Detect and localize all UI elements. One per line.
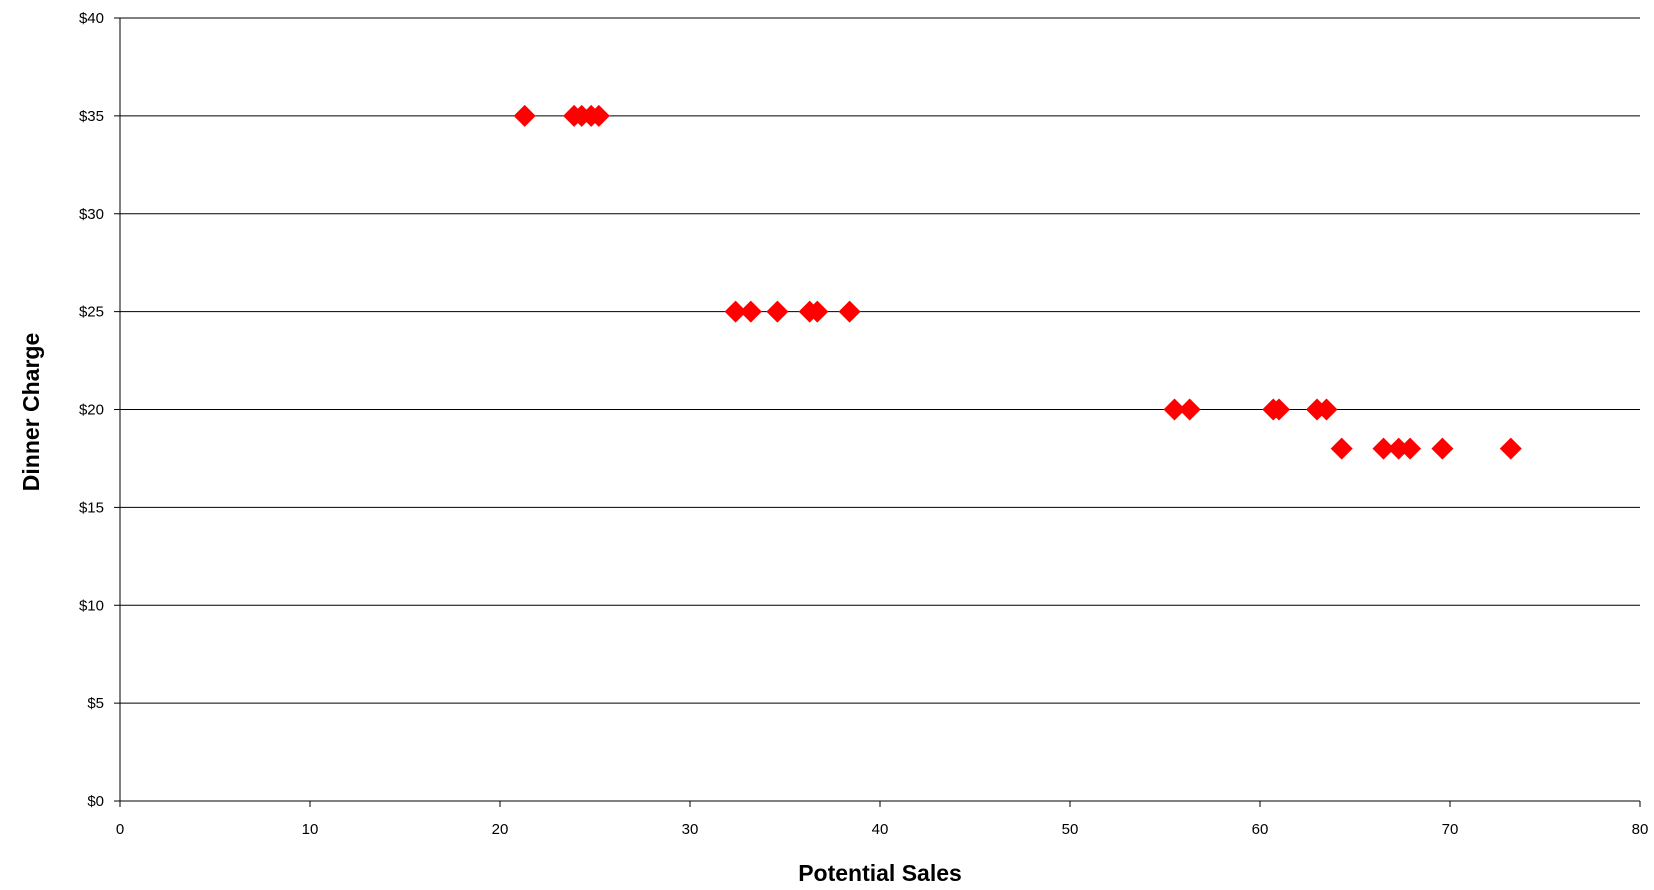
- data-point: [838, 300, 861, 323]
- data-point: [1431, 437, 1454, 460]
- y-tick-label: $15: [79, 499, 104, 516]
- y-tick-label: $25: [79, 304, 104, 321]
- x-axis-ticks: 0 10 20 30 40 50 60 70 80: [116, 801, 1649, 838]
- data-point: [513, 104, 536, 127]
- x-axis-title: Potential Sales: [798, 860, 962, 886]
- x-tick-label: 70: [1442, 821, 1459, 838]
- x-tick-label: 40: [872, 821, 889, 838]
- x-tick-label: 80: [1632, 821, 1649, 838]
- data-point: [766, 300, 789, 323]
- x-tick-label: 50: [1062, 821, 1079, 838]
- data-point: [1330, 437, 1353, 460]
- data-point: [724, 300, 747, 323]
- data-point: [1268, 398, 1290, 421]
- data-point: [1499, 437, 1522, 460]
- y-tick-label: $10: [79, 597, 104, 614]
- y-tick-label: $20: [79, 402, 104, 419]
- data-point: [1399, 437, 1422, 460]
- y-tick-label: $30: [79, 206, 104, 223]
- data-point: [1315, 398, 1338, 421]
- data-point: [1178, 398, 1201, 421]
- data-point: [1387, 437, 1410, 460]
- gridlines: [120, 17, 1640, 704]
- x-tick-label: 60: [1252, 821, 1269, 838]
- data-point: [1372, 437, 1395, 460]
- y-axis-ticks: $0 $5 $10 $15 $20 $25 $30 $35 $40: [79, 10, 120, 810]
- data-point: [739, 300, 762, 323]
- x-tick-label: 10: [302, 821, 319, 838]
- y-tick-label: $5: [87, 695, 104, 712]
- x-tick-label: 0: [116, 821, 124, 838]
- x-tick-label: 30: [682, 821, 699, 838]
- data-point: [806, 300, 829, 323]
- data-point: [587, 104, 610, 127]
- x-tick-label: 20: [492, 821, 509, 838]
- data-points: [513, 104, 1522, 460]
- data-point: [1163, 398, 1186, 421]
- y-axis-title: Dinner Charge: [18, 333, 44, 491]
- y-tick-label: $0: [87, 793, 104, 810]
- y-tick-label: $35: [79, 108, 104, 125]
- y-tick-label: $40: [79, 10, 104, 27]
